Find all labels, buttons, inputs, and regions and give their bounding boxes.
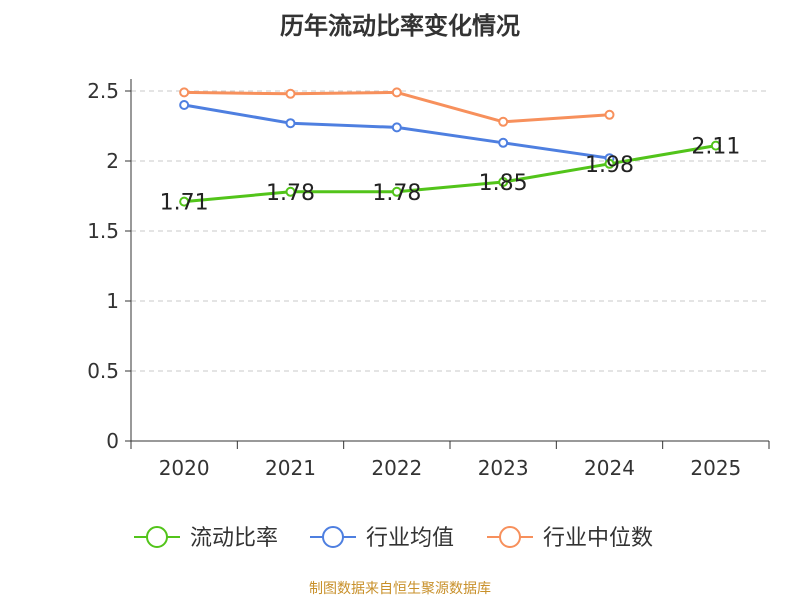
data-point [604,158,615,169]
data-point [285,118,296,129]
data-labels: 1.71 1.78 1.78 1.85 1.98 2.11 [160,135,741,216]
y-tick-label: 1.5 [87,219,119,243]
legend: 流动比率 行业均值 行业中位数 [134,526,653,551]
series-line-0 [184,144,717,204]
data-label: 1.85 [479,171,528,196]
data-point [498,137,509,148]
axes: 0 0.5 1 1.5 2 2.5 2020 2021 2022 2023 2024 2025 [87,79,770,480]
data-label: 1.98 [585,153,634,178]
y-tick-label: 0.5 [87,359,119,383]
x-tick-label: 2022 [371,456,422,480]
y-tick-label: 2 [106,149,119,173]
legend-item-0[interactable]: 流动比率 [134,526,278,551]
data-label: 1.78 [266,181,315,206]
data-point [391,87,402,98]
legend-marker [322,526,344,548]
legend-label: 流动比率 [190,526,278,551]
x-tick-label: 2023 [478,456,529,480]
data-label: 2.11 [691,135,740,160]
legend-label: 行业中位数 [543,526,653,551]
x-tick-label: 2025 [690,456,741,480]
legend-item-2[interactable]: 行业中位数 [487,526,653,551]
data-point [391,186,402,197]
data-label: 1.71 [160,191,209,216]
data-point [710,140,721,151]
grid-lines [131,90,769,372]
data-point [179,87,190,98]
legend-item-1[interactable]: 行业均值 [310,526,454,551]
data-point [179,196,190,207]
data-point [285,88,296,99]
y-tick-label: 0 [106,429,119,453]
data-point [604,109,615,120]
source-note: 制图数据来自恒生聚源数据库 [309,581,491,597]
x-tick-label: 2020 [159,456,210,480]
data-label: 1.78 [372,181,421,206]
y-tick-label: 2.5 [87,79,119,103]
data-point [391,122,402,133]
y-tick-label: 1 [106,289,119,313]
x-tick-label: 2024 [584,456,635,480]
legend-marker [499,526,521,548]
legend-marker [146,526,168,548]
x-tick-label: 2021 [265,456,316,480]
data-point [285,186,296,197]
series-lines [179,87,721,207]
data-point [498,116,509,127]
legend-label: 行业均值 [366,526,454,551]
chart-title: 历年流动比率变化情况 [280,12,520,40]
data-point [498,177,509,187]
data-point [179,100,190,110]
